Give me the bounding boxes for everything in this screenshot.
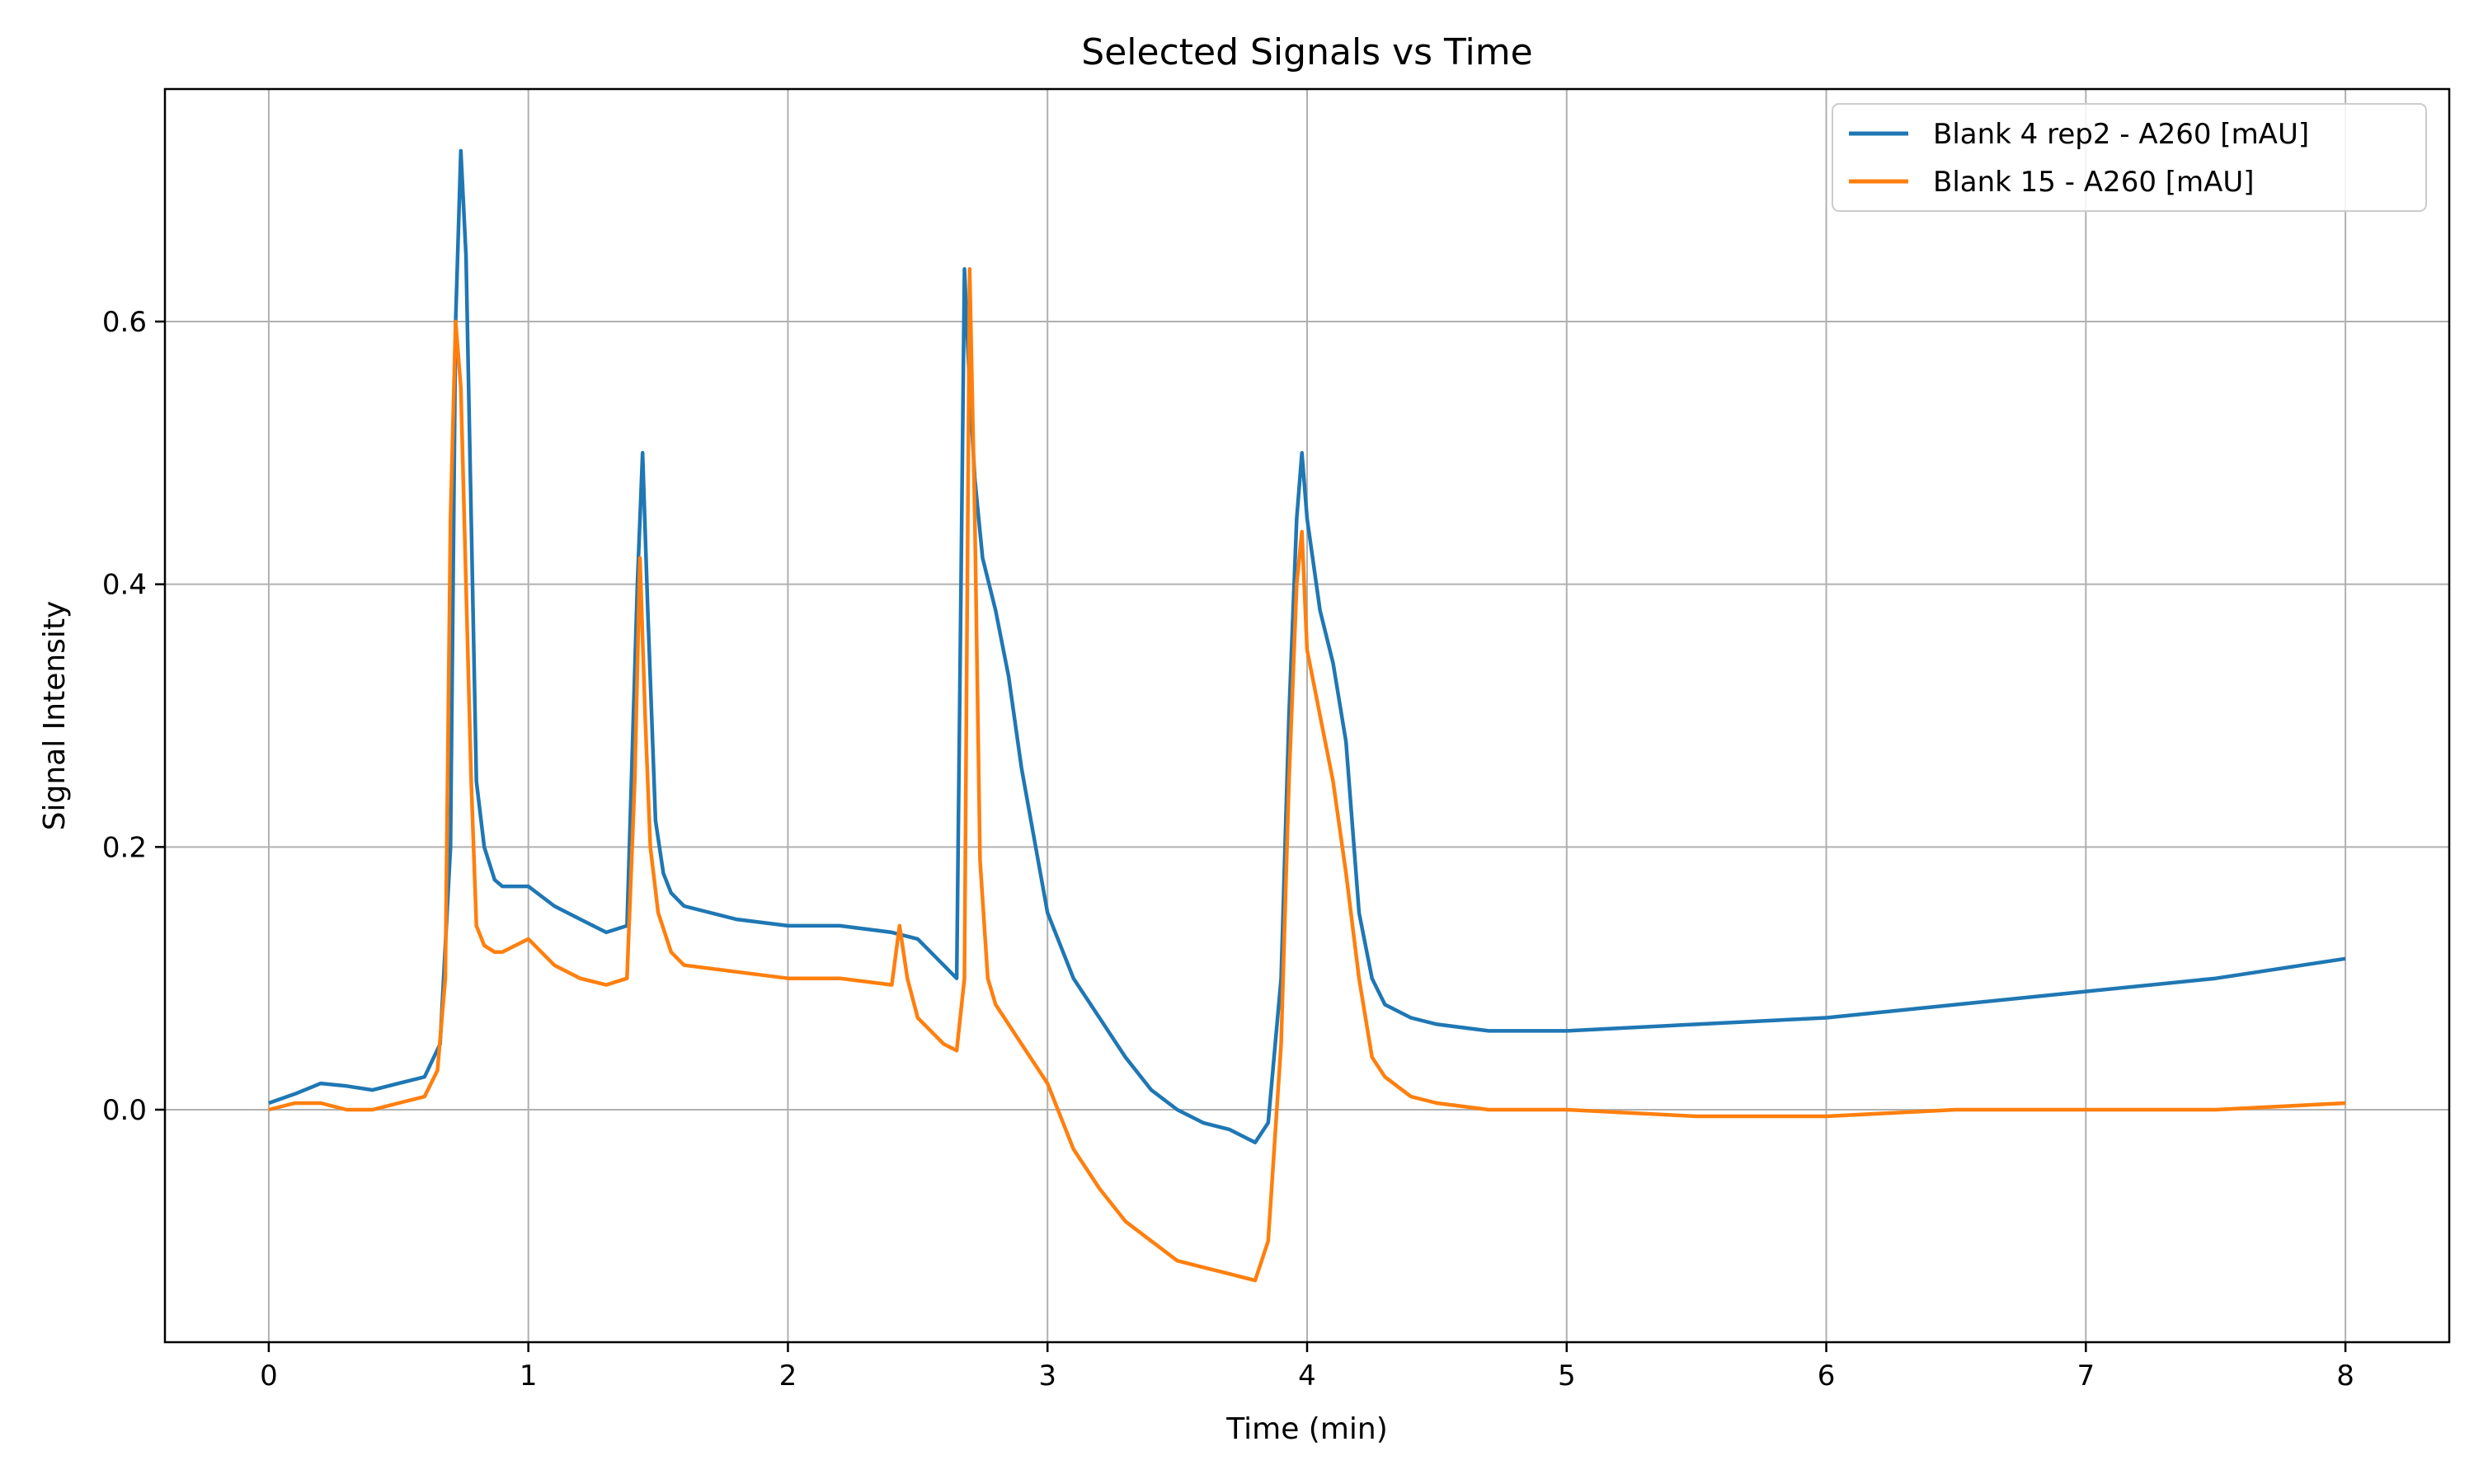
x-tick-label: 4 — [1298, 1360, 1316, 1392]
y-tick-label: 0.4 — [102, 569, 147, 602]
series-layer — [268, 148, 2346, 1283]
legend-box — [1832, 103, 2427, 212]
x-tick-label: 1 — [520, 1360, 538, 1392]
legend: Blank 4 rep2 - A260 [mAU] Blank 15 - A260… — [1832, 103, 2427, 212]
x-tick-label: 2 — [779, 1360, 797, 1392]
grid — [165, 89, 2449, 1342]
y-tick-label: 0.2 — [102, 831, 147, 864]
chart-title: Selected Signals vs Time — [1081, 31, 1532, 73]
y-tick-label: 0.6 — [102, 306, 147, 339]
x-tick-label: 8 — [2336, 1360, 2354, 1392]
legend-label: Blank 4 rep2 - A260 [mAU] — [1933, 118, 2309, 151]
x-tick-label: 7 — [2077, 1360, 2095, 1392]
x-tick-label: 3 — [1038, 1360, 1056, 1392]
legend-label: Blank 15 - A260 [mAU] — [1933, 166, 2255, 199]
x-tick-label: 0 — [260, 1360, 278, 1392]
series-line-1 — [268, 148, 2346, 1145]
series-line-2 — [268, 267, 2346, 1283]
x-axis-label: Time (min) — [1225, 1412, 1388, 1446]
x-tick-label: 6 — [1818, 1360, 1836, 1392]
y-tick-label: 0.0 — [102, 1094, 147, 1127]
x-tick-label: 5 — [1558, 1360, 1576, 1392]
y-axis-label: Signal Intensity — [38, 601, 72, 831]
axis-ticks: 0 1 2 3 4 5 6 7 8 0.0 0.2 0.4 0.6 — [102, 306, 2354, 1392]
